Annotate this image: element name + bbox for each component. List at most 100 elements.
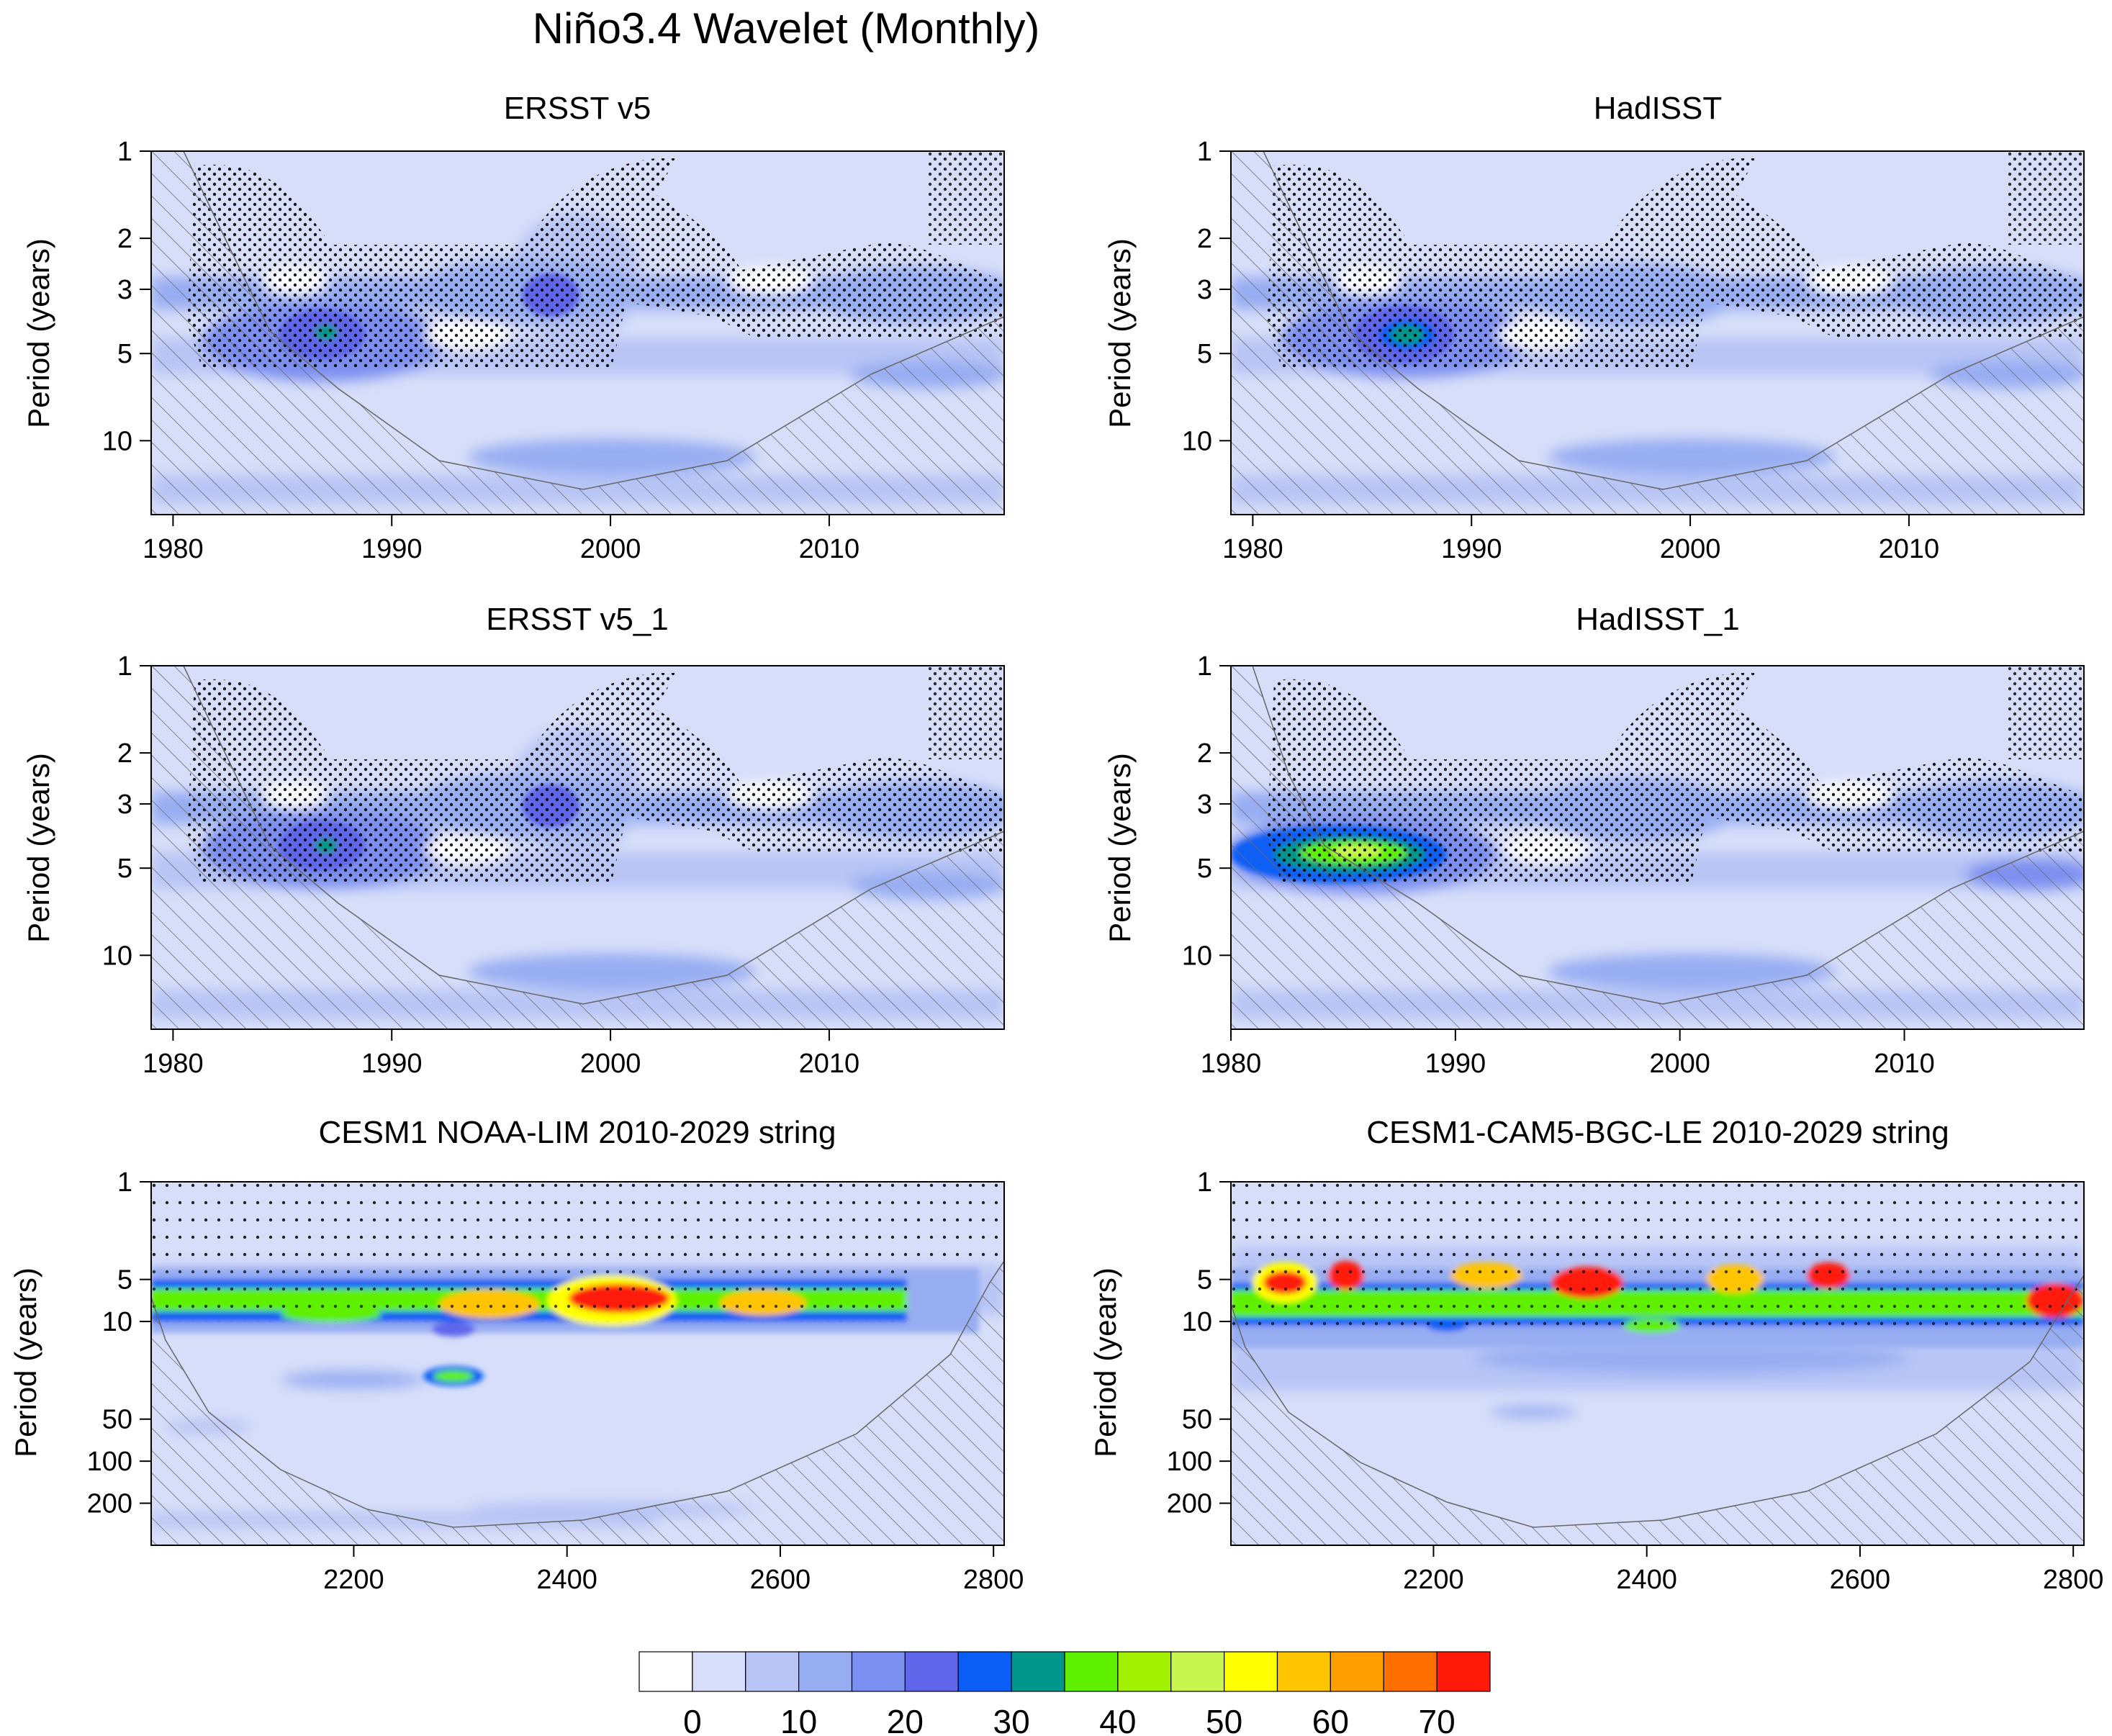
x-tick-label: 2400 <box>1616 1565 1677 1595</box>
panel-hadisst: HadISST Period (years) <box>1103 91 2085 515</box>
y-tick-label: 5 <box>117 854 132 884</box>
y-tick-label: 10 <box>102 426 132 456</box>
panel-title: ERSST v5_1 <box>486 602 669 637</box>
y-tick-label: 10 <box>102 941 132 971</box>
panel-title: HadISST_1 <box>1576 602 1739 637</box>
y-tick-label: 1 <box>1197 1167 1212 1198</box>
colorbar-label: 50 <box>1206 1703 1242 1736</box>
y-tick-label: 3 <box>1197 275 1212 305</box>
axes-layer: 1980 1990 2000 2010 1 2 3 5 10 1980 1990 2000 2010 1 2… <box>87 137 2104 1595</box>
y-axis-label: Period (years) <box>1103 753 1137 943</box>
panel-cesm1-cam5-bgc-le: CESM1-CAM5-BGC-LE 2010-2029 string Perio… <box>1088 1115 2085 1546</box>
y-tick-label: 200 <box>87 1489 132 1519</box>
y-tick-label: 1 <box>1197 651 1212 682</box>
colorbar-swatch <box>1383 1651 1438 1692</box>
colorbar-label: 70 <box>1419 1703 1456 1736</box>
y-tick-label: 2 <box>117 224 132 254</box>
y-tick-label: 5 <box>1197 339 1212 369</box>
colorbar-swatch <box>1011 1651 1065 1692</box>
colorbar-label: 40 <box>1099 1703 1136 1736</box>
x-tick-label: 1980 <box>143 1049 204 1079</box>
panel-ersst-v5: ERSST v5 Period (years) <box>22 91 1005 515</box>
x-tick-label: 1980 <box>1201 1049 1262 1079</box>
x-tick-label: 2600 <box>750 1565 811 1595</box>
y-tick-label: 2 <box>1197 738 1212 769</box>
colorbar-swatch <box>1224 1651 1278 1692</box>
x-tick-label: 2010 <box>1874 1049 1935 1079</box>
y-tick-label: 100 <box>1167 1447 1212 1477</box>
y-tick-label: 10 <box>1182 426 1212 456</box>
plot-area <box>1231 666 2084 1029</box>
x-tick-label: 1990 <box>361 534 423 564</box>
x-tick-label: 2800 <box>963 1565 1024 1595</box>
y-tick-label: 100 <box>87 1447 132 1477</box>
plot-area <box>151 1182 1004 1545</box>
colorbar-label: 60 <box>1312 1703 1349 1736</box>
x-tick-label: 2010 <box>799 534 860 564</box>
y-axis-label: Period (years) <box>22 753 55 943</box>
panel-hadisst-1: HadISST_1 Period (years) <box>1103 602 2085 1030</box>
colorbar-swatch <box>745 1651 800 1692</box>
x-tick-label: 2000 <box>580 1049 641 1079</box>
panel-ersst-v5-1: ERSST v5_1 Period (years) <box>22 602 1005 1030</box>
x-tick-label: 1990 <box>1425 1049 1486 1079</box>
y-tick-label: 5 <box>117 1265 132 1296</box>
y-tick-label: 1 <box>1197 137 1212 167</box>
y-tick-label: 200 <box>1167 1489 1212 1519</box>
colorbar-swatch <box>638 1651 693 1692</box>
x-tick-label: 1980 <box>143 534 204 564</box>
x-tick-label: 2000 <box>580 534 641 564</box>
y-tick-label: 10 <box>1182 1307 1212 1337</box>
colorbar-swatch <box>692 1651 746 1692</box>
y-axis-label: Period (years) <box>22 238 55 428</box>
y-tick-label: 50 <box>102 1405 132 1435</box>
colorbar: 0 10 20 30 40 50 60 70 <box>638 1651 1491 1736</box>
colorbar-swatch <box>904 1651 959 1692</box>
panel-cesm1-noaa-lim: CESM1 NOAA-LIM 2010-2029 string Period (… <box>9 1115 1005 1546</box>
y-tick-label: 3 <box>1197 790 1212 820</box>
y-tick-label: 5 <box>117 339 132 369</box>
panel-title: CESM1 NOAA-LIM 2010-2029 string <box>319 1115 836 1150</box>
x-tick-label: 2400 <box>536 1565 597 1595</box>
colorbar-swatch <box>1436 1651 1491 1692</box>
y-axis-label: Period (years) <box>9 1267 42 1457</box>
y-axis-label: Period (years) <box>1088 1267 1122 1457</box>
x-tick-label: 1990 <box>1441 534 1502 564</box>
y-tick-label: 3 <box>117 790 132 820</box>
colorbar-swatch <box>957 1651 1012 1692</box>
colorbar-swatch <box>1330 1651 1384 1692</box>
colorbar-swatch <box>851 1651 906 1692</box>
x-tick-label: 1990 <box>361 1049 423 1079</box>
panel-title: CESM1-CAM5-BGC-LE 2010-2029 string <box>1366 1115 1949 1150</box>
panel-title: ERSST v5 <box>504 91 651 126</box>
y-tick-label: 1 <box>117 1167 132 1198</box>
plot-area <box>151 666 1004 1029</box>
y-tick-label: 3 <box>117 275 132 305</box>
colorbar-swatch <box>1276 1651 1331 1692</box>
colorbar-swatch <box>1064 1651 1119 1692</box>
y-tick-label: 2 <box>1197 224 1212 254</box>
y-tick-label: 5 <box>1197 854 1212 884</box>
y-tick-label: 5 <box>1197 1265 1212 1296</box>
plot-area <box>1231 151 2084 515</box>
x-tick-label: 2200 <box>323 1565 384 1595</box>
x-tick-label: 2010 <box>1879 534 1940 564</box>
x-tick-label: 2200 <box>1403 1565 1464 1595</box>
colorbar-label: 30 <box>993 1703 1030 1736</box>
y-tick-label: 2 <box>117 738 132 769</box>
x-tick-label: 2600 <box>1830 1565 1891 1595</box>
y-tick-label: 10 <box>1182 941 1212 971</box>
colorbar-label: 20 <box>887 1703 924 1736</box>
plot-area <box>151 151 1004 515</box>
x-tick-label: 2000 <box>1660 534 1721 564</box>
colorbar-swatch <box>1170 1651 1225 1692</box>
colorbar-label: 10 <box>780 1703 817 1736</box>
colorbar-swatch <box>798 1651 853 1692</box>
y-axis-label: Period (years) <box>1103 238 1137 428</box>
figure-title: Niño3.4 Wavelet (Monthly) <box>533 4 1040 53</box>
plot-area <box>1231 1182 2084 1545</box>
x-tick-label: 2000 <box>1649 1049 1710 1079</box>
x-tick-label: 2800 <box>2043 1565 2104 1595</box>
y-tick-label: 1 <box>117 651 132 682</box>
y-tick-label: 10 <box>102 1307 132 1337</box>
